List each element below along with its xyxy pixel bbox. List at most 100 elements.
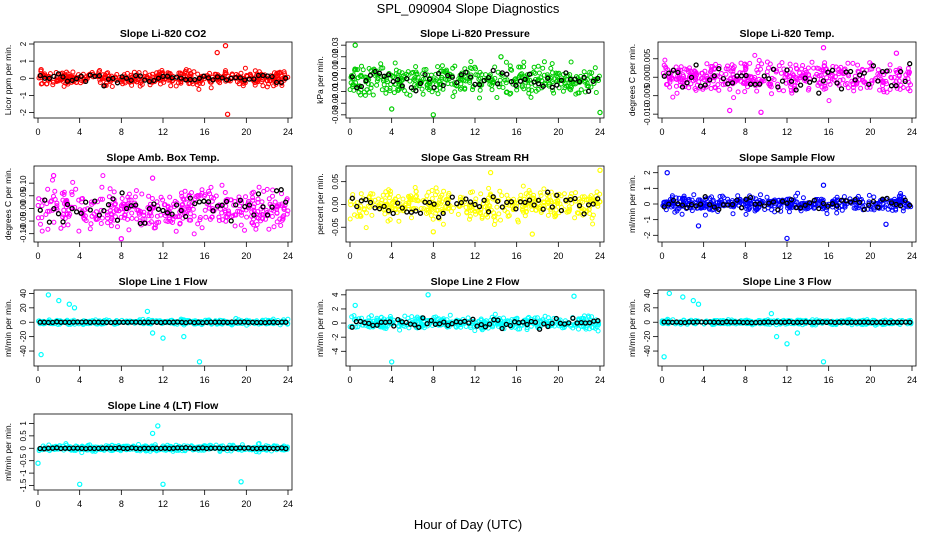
hourly-point bbox=[558, 207, 565, 214]
data-point bbox=[850, 60, 856, 66]
data-point bbox=[202, 207, 208, 213]
data-point bbox=[429, 89, 435, 95]
data-point bbox=[491, 222, 497, 227]
hourly-point bbox=[535, 197, 542, 203]
y-tick-label: 0.005 bbox=[643, 48, 652, 69]
hourly-point bbox=[866, 81, 872, 88]
data-point bbox=[489, 87, 495, 93]
data-point bbox=[439, 192, 445, 198]
data-point bbox=[548, 65, 554, 71]
data-point bbox=[352, 212, 357, 218]
data-point bbox=[869, 78, 875, 84]
data-point bbox=[834, 210, 840, 216]
data-point bbox=[441, 188, 447, 194]
data-point bbox=[519, 82, 525, 88]
hourly-point bbox=[64, 201, 71, 208]
data-point bbox=[195, 221, 201, 227]
data-point bbox=[764, 59, 770, 65]
outlier-point bbox=[425, 292, 431, 298]
data-point bbox=[494, 204, 500, 210]
data-point bbox=[716, 63, 722, 69]
panel-title: Slope Li-820 Temp. bbox=[740, 28, 835, 40]
data-point bbox=[841, 194, 847, 200]
outlier-point bbox=[883, 221, 889, 227]
data-point bbox=[45, 186, 51, 192]
hourly-point bbox=[570, 315, 576, 321]
x-tick-label: 8 bbox=[743, 127, 748, 137]
data-point bbox=[811, 65, 817, 71]
y-tick-label: 0 bbox=[19, 76, 28, 81]
data-point bbox=[561, 207, 567, 213]
data-point bbox=[472, 328, 478, 334]
data-point bbox=[452, 63, 458, 69]
hourly-point bbox=[173, 74, 180, 80]
hourly-point bbox=[757, 81, 763, 87]
outlier-point bbox=[56, 297, 62, 304]
y-tick-label: 0 bbox=[19, 446, 28, 451]
data-point bbox=[368, 82, 374, 88]
data-point bbox=[208, 85, 214, 91]
hourly-point bbox=[223, 198, 230, 205]
data-point bbox=[87, 226, 93, 232]
hourly-point bbox=[178, 207, 184, 214]
data-point bbox=[545, 197, 550, 203]
data-point bbox=[413, 69, 419, 75]
panel-5: Slope Gas Stream RH0 4 8 12 16 20 24-0.050.000… bbox=[315, 152, 605, 261]
hourly-point bbox=[558, 77, 565, 83]
data-point bbox=[467, 79, 473, 85]
data-point bbox=[379, 87, 385, 93]
data-point bbox=[242, 227, 247, 233]
hourly-point bbox=[357, 318, 364, 325]
hourly-point bbox=[228, 218, 234, 224]
data-point bbox=[428, 213, 434, 218]
data-point bbox=[735, 89, 741, 95]
outlier-point bbox=[214, 49, 220, 56]
data-point bbox=[412, 82, 418, 88]
data-point bbox=[487, 81, 493, 87]
hourly-point bbox=[123, 75, 130, 81]
data-point bbox=[797, 70, 803, 76]
data-point bbox=[733, 76, 739, 82]
data-point bbox=[281, 69, 287, 75]
hourly-point bbox=[196, 75, 203, 81]
data-point bbox=[475, 72, 481, 78]
y-tick-label: 0.5 bbox=[19, 430, 28, 442]
outlier-point bbox=[430, 229, 436, 235]
hourly-point bbox=[381, 73, 387, 79]
hourly-point bbox=[73, 209, 80, 215]
data-point bbox=[691, 192, 697, 198]
data-point bbox=[573, 190, 578, 196]
hourly-point bbox=[875, 78, 881, 84]
hourly-point bbox=[69, 77, 75, 84]
data-point bbox=[151, 225, 157, 231]
hourly-point bbox=[729, 80, 736, 86]
data-point bbox=[833, 64, 839, 70]
data-point bbox=[252, 82, 258, 88]
data-point bbox=[99, 215, 105, 221]
hourly-point bbox=[829, 67, 836, 73]
x-tick-label: 16 bbox=[512, 375, 522, 385]
x-tick-label: 16 bbox=[200, 375, 210, 385]
data-point bbox=[133, 188, 139, 194]
data-point bbox=[149, 196, 155, 201]
data-point bbox=[894, 85, 900, 91]
data-point bbox=[264, 84, 270, 90]
hourly-point bbox=[816, 90, 822, 96]
y-axis-label: ml/min per min. bbox=[3, 299, 13, 357]
x-tick-label: 12 bbox=[470, 251, 480, 261]
outlier-point bbox=[727, 107, 733, 114]
data-point bbox=[222, 190, 228, 195]
outlier-point bbox=[820, 45, 827, 51]
data-point bbox=[409, 215, 414, 221]
x-tick-label: 4 bbox=[389, 375, 394, 385]
data-point bbox=[278, 223, 284, 228]
outlier-point bbox=[498, 54, 504, 60]
hourly-point bbox=[269, 73, 275, 80]
data-point bbox=[158, 81, 163, 87]
data-point bbox=[793, 62, 799, 68]
data-point bbox=[766, 65, 771, 71]
data-point bbox=[593, 90, 599, 95]
x-tick-label: 0 bbox=[35, 499, 40, 509]
